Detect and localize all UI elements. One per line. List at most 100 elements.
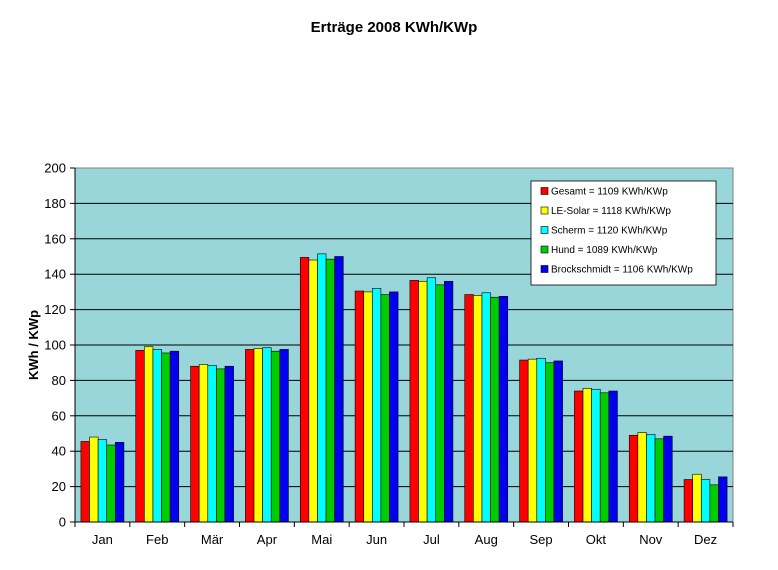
bar-4-2 [317, 253, 327, 523]
bar-6-1 [418, 280, 428, 523]
bar-10-2 [646, 434, 656, 523]
legend-swatch-2 [540, 226, 549, 234]
legend-swatch-1 [540, 206, 549, 215]
bar-1-2 [152, 349, 162, 523]
bar-5-2 [371, 288, 382, 523]
y-tick-label-10: 200 [44, 161, 66, 176]
bar-0-2 [97, 439, 108, 523]
bar-3-3 [270, 350, 281, 523]
bar-3-4 [279, 349, 289, 523]
bar-10-3 [654, 438, 664, 523]
x-tick-label-8: Sep [530, 532, 553, 547]
y-tick-label-9: 180 [44, 196, 66, 211]
x-tick-label-0: Jan [92, 532, 113, 547]
bar-7-1 [473, 295, 483, 523]
bar-1-4 [169, 350, 180, 523]
bar-5-4 [389, 291, 399, 523]
bar-9-3 [599, 392, 610, 523]
x-tick-label-9: Okt [586, 532, 607, 547]
bar-9-2 [591, 388, 601, 523]
x-tick-label-11: Dez [694, 532, 717, 547]
legend-label-4: Brockschmidt = 1106 KWh/KWp [551, 265, 693, 276]
bar-8-3 [545, 362, 555, 523]
bar-2-1 [198, 364, 209, 523]
bars [80, 253, 728, 523]
bar-2-3 [216, 368, 226, 523]
bar-11-0 [683, 479, 693, 523]
bar-9-0 [574, 390, 584, 523]
y-tick-label-1: 20 [52, 479, 66, 494]
bar-7-4 [498, 296, 509, 523]
y-tick-label-2: 40 [52, 444, 66, 459]
bar-11-3 [709, 484, 719, 523]
bar-3-0 [245, 349, 255, 523]
y-tick-label-8: 160 [44, 231, 66, 246]
bar-1-1 [144, 346, 154, 523]
x-tick-label-6: Jul [423, 532, 440, 547]
bar-6-3 [435, 284, 445, 523]
bar-3-2 [262, 347, 272, 523]
bar-10-1 [637, 432, 647, 523]
bar-9-1 [582, 388, 592, 523]
y-tick-label-0: 0 [59, 515, 66, 530]
y-tick-label-3: 60 [52, 408, 66, 423]
legend-swatch-4 [540, 265, 549, 273]
bar-1-0 [135, 350, 145, 523]
y-tick-label-6: 120 [44, 302, 66, 317]
legend: Gesamt = 1109 KWh/KWp LE-Solar = 1118 KWh… [530, 180, 717, 286]
bar-4-1 [308, 259, 318, 523]
legend-label-3: Hund = 1089 KWh/KWp [551, 245, 658, 256]
bar-2-2 [207, 365, 217, 523]
bar-1-3 [161, 352, 171, 523]
bar-6-0 [409, 280, 419, 523]
bar-6-4 [444, 280, 454, 523]
x-tick-label-4: Mai [311, 532, 332, 547]
bar-2-0 [190, 365, 200, 523]
legend-label-2: Scherm = 1120 KWh/KWp [551, 226, 668, 237]
bar-8-1 [527, 358, 538, 523]
y-axis-label: KWh / KWp [26, 310, 41, 380]
x-tick-label-2: Mär [201, 532, 224, 547]
bar-0-0 [80, 441, 90, 523]
y-tick-label-4: 80 [52, 373, 66, 388]
axes [70, 167, 734, 527]
bar-4-3 [325, 258, 335, 523]
bar-0-4 [115, 442, 125, 523]
bar-11-1 [692, 473, 702, 523]
x-tick-label-3: Apr [257, 532, 278, 547]
bar-6-2 [426, 277, 437, 523]
bar-11-2 [700, 479, 711, 523]
legend-swatch-0 [540, 187, 549, 195]
bar-2-4 [224, 365, 234, 523]
x-tick-label-10: Nov [639, 532, 663, 547]
bar-11-4 [718, 476, 728, 523]
bar-3-1 [253, 348, 263, 523]
bar-8-0 [519, 359, 529, 523]
x-tick-label-7: Aug [475, 532, 498, 547]
legend-swatch-3 [540, 245, 549, 254]
bar-8-2 [536, 357, 546, 523]
y-tick-label-5: 100 [44, 338, 66, 353]
bar-8-4 [553, 360, 563, 523]
bar-4-4 [334, 256, 344, 523]
chart-title: Erträge 2008 KWh/KWp [311, 19, 478, 36]
x-tick-label-1: Feb [146, 532, 168, 547]
x-tick-label-5: Jun [366, 532, 387, 547]
bar-5-0 [354, 290, 364, 523]
bar-5-3 [380, 294, 390, 523]
bar-0-1 [89, 436, 99, 523]
bar-7-0 [464, 294, 474, 523]
legend-label-0: Gesamt = 1109 KWh/KWp [551, 187, 668, 198]
legend-box [530, 180, 717, 286]
bar-9-4 [608, 390, 618, 523]
bar-7-3 [490, 296, 500, 523]
bar-4-0 [299, 257, 310, 523]
bar-7-2 [481, 292, 491, 523]
legend-label-1: LE-Solar = 1118 KWh/KWp [551, 206, 671, 217]
bar-0-3 [106, 444, 116, 523]
bar-5-1 [363, 291, 373, 523]
bar-10-0 [628, 434, 639, 523]
bar-10-4 [663, 435, 673, 523]
y-tick-label-7: 140 [44, 267, 66, 282]
